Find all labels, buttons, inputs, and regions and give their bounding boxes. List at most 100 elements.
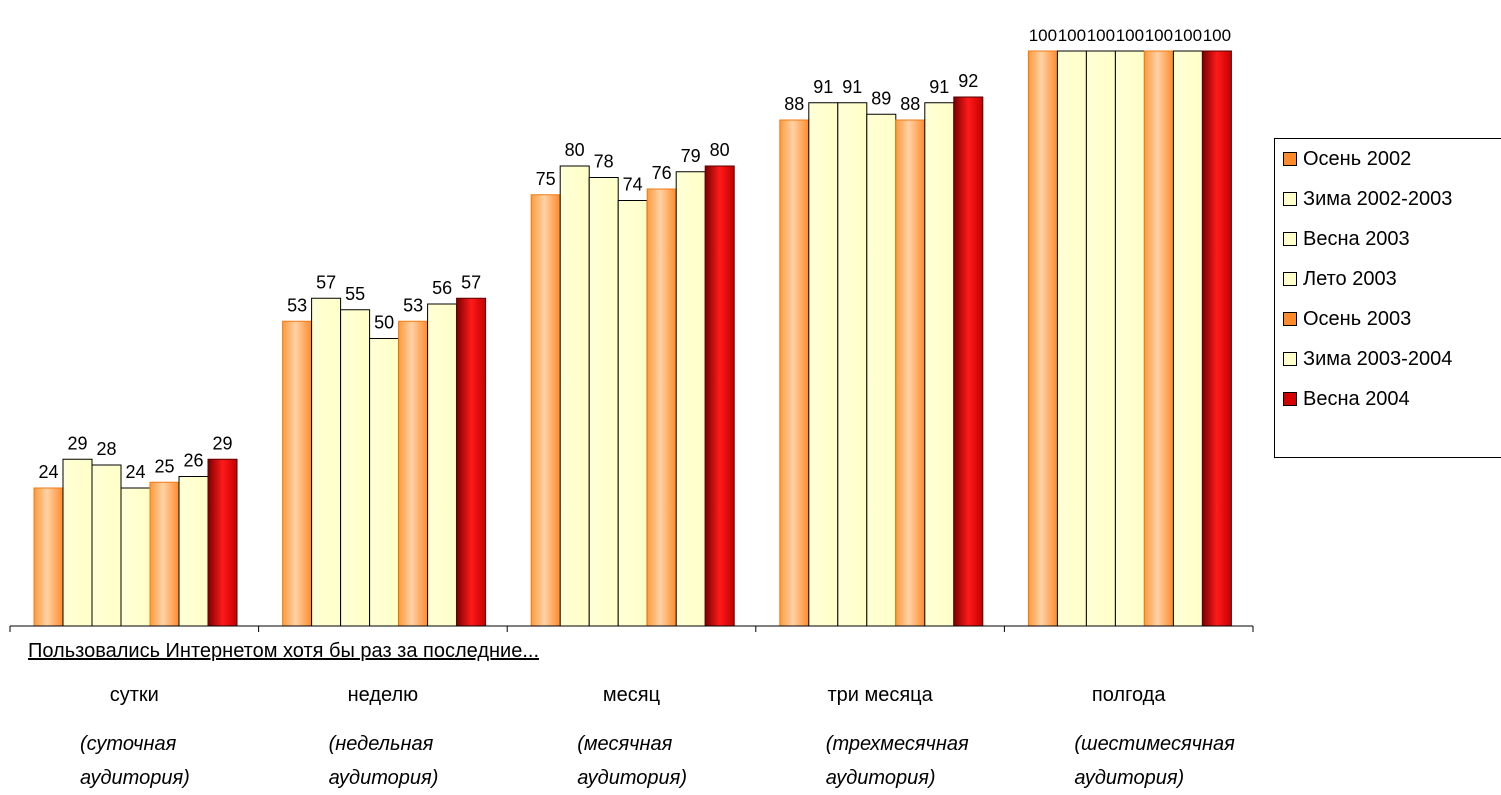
category-subtitle: (месячная аудитория) [577,727,817,795]
bar [311,297,342,627]
bar [369,338,400,627]
category-subtitle-line: (месячная [577,733,673,755]
bar [178,476,209,627]
legend-swatch [1283,352,1297,366]
category-subtitle: (трехмесячная аудитория) [826,727,1066,795]
legend-swatch [1283,232,1297,246]
legend-swatch [1283,152,1297,166]
data-label: 74 [623,175,643,195]
bar [837,102,868,627]
bar [1201,50,1232,627]
data-label: 79 [681,146,701,166]
data-label: 80 [710,140,730,160]
bar [895,119,926,627]
data-label: 55 [345,284,365,304]
category-label: сутки [109,684,159,706]
data-label: 100 [1029,26,1057,45]
data-label: 89 [871,88,891,108]
legend-item: Весна 2003 [1283,224,1410,254]
legend-item: Осень 2003 [1283,304,1411,334]
data-label: 25 [154,456,174,476]
data-label: 26 [183,451,203,471]
category-subtitle-line: аудитория) [80,767,190,789]
data-label: 78 [594,152,614,172]
legend-label: Весна 2003 [1303,227,1410,250]
legend-label: Осень 2003 [1303,307,1412,330]
bar [559,165,590,627]
category-subtitle: (недельная аудитория) [329,727,569,795]
data-label: 92 [958,71,978,91]
data-label: 91 [813,77,833,97]
data-label: 75 [536,169,556,189]
bar [704,165,735,627]
category-label: три месяца [827,684,933,706]
bar [1143,50,1174,627]
bar [149,481,180,627]
category-subtitle-line: аудитория) [825,767,936,789]
bar [207,458,238,627]
bar [1027,50,1058,627]
legend-item: Зима 2002-2003 [1283,184,1452,214]
legend-swatch [1283,192,1297,206]
data-label: 76 [652,163,672,183]
category-label: неделю [347,684,419,706]
data-label: 100 [1058,26,1086,45]
data-label: 91 [842,77,862,97]
bar [1056,50,1087,627]
legend-swatch [1283,312,1297,326]
legend-item: Весна 2004 [1283,384,1410,414]
data-label: 100 [1145,26,1173,45]
category-subtitle: (суточная аудитория) [80,727,320,795]
bar [924,102,955,627]
category-subtitle-line: (трехмесячная [825,733,969,755]
bar [456,297,487,627]
bar [340,309,371,627]
data-label: 100 [1116,26,1144,45]
bar [33,487,64,627]
legend-label: Весна 2004 [1303,387,1410,410]
category-label: месяц [602,684,661,706]
bar [808,102,839,627]
category-subtitle: (шестимесячная аудитория) [1074,727,1314,795]
bar [953,96,984,627]
bar [866,113,897,627]
data-label: 100 [1203,26,1231,45]
bar [646,188,677,627]
data-label: 80 [565,140,585,160]
bar [1114,50,1145,627]
bar [398,320,429,627]
data-label: 50 [374,313,394,333]
legend-swatch [1283,272,1297,286]
data-label: 100 [1087,26,1115,45]
legend: Осень 2002 Зима 2002-2003 Весна 2003 Лето 2… [1274,138,1501,458]
data-label: 100 [1174,26,1202,45]
data-label: 24 [125,462,145,482]
legend-label: Зима 2002-2003 [1303,187,1453,210]
bar [62,458,93,627]
data-label: 57 [316,272,336,292]
bar [588,177,619,627]
bar [530,194,561,627]
category-label: полгода [1091,684,1166,706]
data-label: 56 [432,278,452,298]
bar [617,200,648,627]
data-label: 29 [212,433,232,453]
data-label: 53 [287,295,307,315]
legend-item: Осень 2002 [1283,144,1411,174]
bar [1172,50,1203,627]
bar [120,487,151,627]
legend-label: Лето 2003 [1303,267,1397,290]
data-label: 53 [403,295,423,315]
data-label: 91 [929,77,949,97]
bar [282,320,313,627]
axis-note: Пользовались Интернетом хотя бы раз за п… [28,640,540,662]
data-label: 24 [38,462,58,482]
legend-label: Осень 2002 [1303,147,1412,170]
data-label: 29 [67,433,87,453]
legend-label: Зима 2003-2004 [1303,347,1453,370]
category-subtitle-line: (недельная [328,733,434,755]
category-subtitle-line: (шестимесячная [1074,733,1235,755]
data-label: 88 [900,94,920,114]
bar [1085,50,1116,627]
